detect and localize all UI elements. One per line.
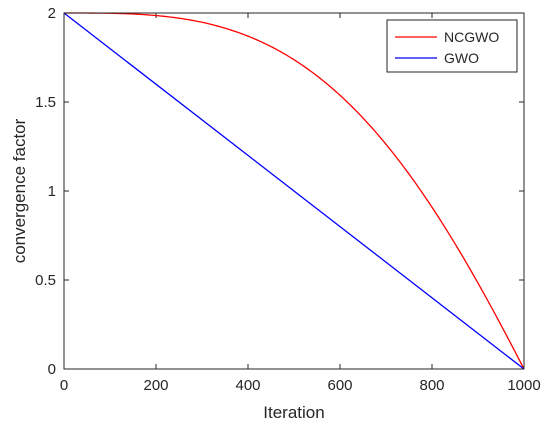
x-tick-label: 1000 — [507, 377, 540, 394]
x-axis-label: Iteration — [263, 403, 324, 422]
series-lines — [63, 12, 525, 370]
y-tick-label: 2 — [48, 5, 56, 22]
series-line-gwo — [63, 12, 525, 370]
x-tick-label: 800 — [419, 377, 444, 394]
y-tick-label: 1.5 — [35, 94, 56, 111]
axis-ticks: 0 200 400 600 800 1000 0 0.5 1 1.5 2 — [35, 5, 541, 394]
legend-box — [386, 19, 518, 73]
y-tick-label: 0 — [48, 361, 56, 378]
legend: NCGWO GWO — [386, 19, 518, 73]
y-tick-label: 0.5 — [35, 272, 56, 289]
y-axis-label: convergence factor — [10, 118, 29, 263]
x-tick-label: 600 — [327, 377, 352, 394]
x-tick-label: 400 — [235, 377, 260, 394]
axes-frame — [63, 12, 525, 370]
legend-label-ncgwo: NCGWO — [444, 29, 499, 45]
x-tick-label: 200 — [143, 377, 168, 394]
legend-label-gwo: GWO — [444, 50, 479, 66]
y-tick-label: 1 — [48, 183, 56, 200]
series-line-ncgwo — [64, 12, 525, 370]
x-tick-label: 0 — [60, 377, 68, 394]
